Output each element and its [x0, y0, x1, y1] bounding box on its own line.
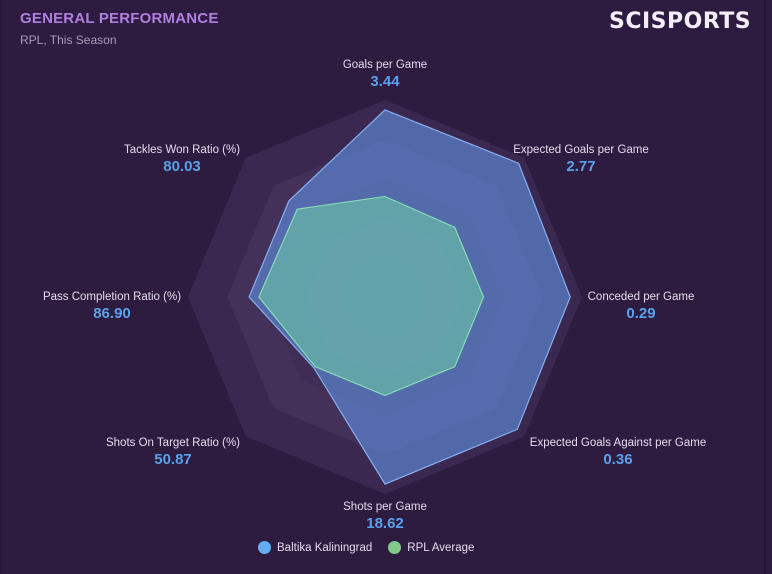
axis-label: Expected Goals Against per Game 0.36: [530, 437, 706, 468]
axis-value: 0.36: [603, 451, 633, 468]
legend-label-average: RPL Average: [407, 541, 475, 554]
radar-series: [248, 109, 571, 485]
legend: Baltika Kaliningrad RPL Average: [258, 541, 490, 554]
axis-name: Shots On Target Ratio (%): [105, 437, 241, 449]
axis-name: Conceded per Game: [587, 291, 695, 303]
average-dot-icon: [388, 541, 402, 554]
axis-value: 80.03: [163, 158, 201, 175]
axis-name: Shots per Game: [343, 501, 427, 513]
legend-label-team: Baltika Kaliningrad: [277, 541, 373, 554]
axis-label: Tackles Won Ratio (%) 80.03: [124, 144, 240, 175]
axis-label: Pass Completion Ratio (%) 86.90: [43, 291, 181, 322]
axis-value: 3.44: [370, 73, 400, 90]
axis-name: Goals per Game: [342, 59, 428, 71]
chart-subtitle: RPL, This Season: [20, 33, 117, 47]
chart-title: GENERAL PERFORMANCE: [20, 10, 219, 27]
axis-label: Conceded per Game 0.29: [588, 291, 695, 322]
axis-name: Pass Completion Ratio (%): [42, 291, 182, 303]
axis-label: Goals per Game 3.44: [343, 59, 427, 90]
axis-label: Shots per Game 18.62: [343, 501, 427, 532]
team-dot-icon: [258, 541, 271, 554]
axis-value: 18.62: [366, 515, 404, 532]
axis-label: Shots On Target Ratio (%) 50.87: [106, 437, 240, 468]
radar-series-average[interactable]: [258, 195, 485, 397]
scisports-logo: SCISPORTS: [609, 9, 752, 34]
axis-value: 0.29: [626, 305, 656, 322]
legend-item-average[interactable]: RPL Average: [388, 541, 474, 554]
axis-value: 50.87: [154, 451, 192, 468]
axis-label: Expected Goals per Game 2.77: [513, 144, 649, 175]
axis-name: Expected Goals Against per Game: [529, 437, 707, 449]
axis-name: Expected Goals per Game: [513, 144, 649, 156]
legend-item-team[interactable]: Baltika Kaliningrad: [258, 541, 372, 554]
axis-value: 86.90: [93, 305, 131, 322]
axis-value: 2.77: [566, 158, 596, 175]
axis-name: Tackles Won Ratio (%): [123, 144, 241, 156]
